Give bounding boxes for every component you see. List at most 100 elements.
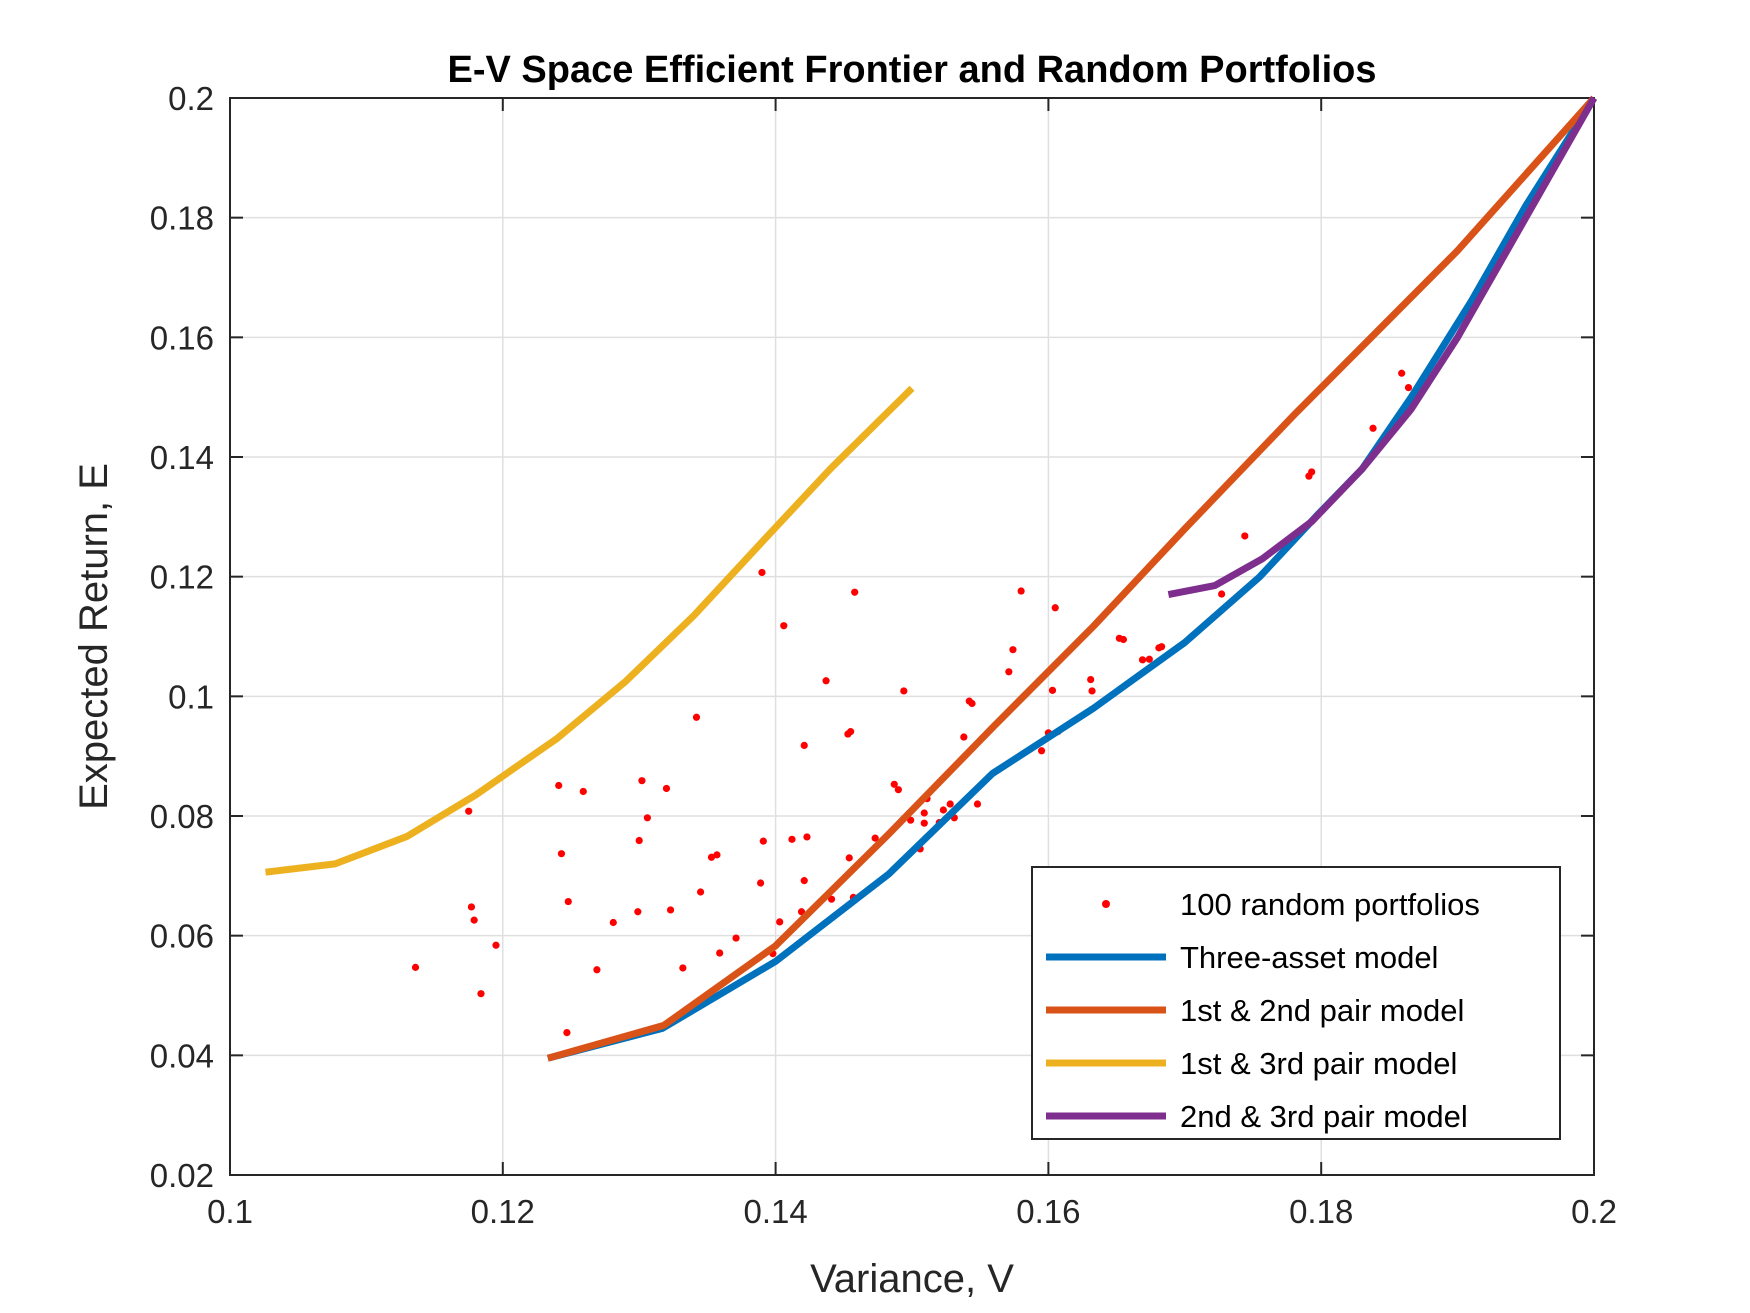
scatter-point bbox=[1398, 369, 1406, 377]
x-tick-label: 0.1 bbox=[207, 1193, 253, 1230]
x-tick-label: 0.2 bbox=[1571, 1193, 1617, 1230]
scatter-point bbox=[871, 834, 879, 842]
scatter-point bbox=[696, 888, 705, 896]
scatter-point bbox=[492, 941, 500, 949]
grid bbox=[229, 97, 1595, 1176]
legend-entry-label: 2nd & 3rd pair model bbox=[1180, 1099, 1468, 1134]
scatter-point bbox=[780, 622, 788, 630]
scatter-point bbox=[1009, 646, 1017, 654]
y-axis-label: Expected Return, E bbox=[72, 463, 116, 810]
scatter-point bbox=[1051, 604, 1059, 612]
line-series-three-asset-model bbox=[546, 96, 1597, 1062]
scatter-point bbox=[1241, 532, 1249, 540]
scatter-point bbox=[822, 677, 830, 685]
y-tick-label: 0.06 bbox=[150, 918, 214, 955]
scatter-point bbox=[1005, 668, 1013, 676]
scatter-point bbox=[1369, 424, 1377, 432]
scatter-point bbox=[939, 806, 947, 814]
scatter-point bbox=[1145, 655, 1153, 663]
scatter-point bbox=[593, 966, 601, 974]
y-tick-label: 0.14 bbox=[150, 439, 214, 476]
scatter-point bbox=[557, 850, 566, 858]
legend-entry-label: Three-asset model bbox=[1180, 940, 1438, 975]
scatter-series-100-random-portfolios bbox=[411, 369, 1413, 1037]
line-series-1st-2nd-pair-model bbox=[546, 95, 1597, 1062]
scatter-point bbox=[1158, 643, 1166, 651]
legend-box bbox=[1031, 866, 1561, 1140]
y-tick-label: 0.1 bbox=[168, 678, 214, 715]
chart-title: E-V Space Efficient Frontier and Random … bbox=[448, 49, 1377, 91]
x-tick-label: 0.12 bbox=[471, 1193, 535, 1230]
x-tick-label: 0.16 bbox=[1016, 1193, 1080, 1230]
scatter-point bbox=[643, 814, 651, 822]
y-tick-label: 0.16 bbox=[150, 319, 214, 356]
plot-area-frame bbox=[229, 97, 1595, 1176]
legend: 100 random portfolios Three-asset model 1s… bbox=[1031, 866, 1561, 1140]
scatter-point bbox=[666, 906, 675, 914]
scatter-point bbox=[1119, 635, 1128, 644]
scatter-point bbox=[968, 699, 976, 708]
scatter-point bbox=[1088, 687, 1096, 695]
scatter-point bbox=[1087, 675, 1095, 684]
scatter-point bbox=[707, 853, 716, 861]
scatter-point bbox=[851, 588, 859, 596]
scatter-point bbox=[679, 964, 687, 972]
scatter-point bbox=[845, 854, 853, 862]
y-tick-label: 0.2 bbox=[168, 80, 214, 117]
legend-marker-scatter bbox=[1102, 900, 1110, 908]
x-axis-label: Variance, V bbox=[810, 1257, 1014, 1301]
scatter-point bbox=[920, 819, 928, 827]
legend-entry-label: 1st & 3rd pair model bbox=[1180, 1046, 1457, 1081]
scatter-point bbox=[1218, 590, 1226, 598]
y-tick-label: 0.18 bbox=[150, 200, 214, 237]
line-series-2nd-3rd-pair-model bbox=[1167, 96, 1598, 599]
line-series-1st-3rd-pair-model bbox=[265, 385, 915, 876]
scatter-point bbox=[960, 733, 968, 741]
scatter-point bbox=[1138, 656, 1147, 664]
y-tick-label: 0.02 bbox=[150, 1157, 214, 1194]
y-tick-label: 0.12 bbox=[150, 559, 214, 596]
scatter-point bbox=[713, 851, 721, 859]
scatter-point bbox=[800, 877, 808, 885]
scatter-point bbox=[803, 833, 811, 841]
scatter-point bbox=[758, 568, 766, 577]
scatter-point bbox=[890, 780, 898, 788]
scatter-point bbox=[555, 781, 563, 790]
scatter-point bbox=[894, 786, 902, 794]
scatter-point bbox=[759, 837, 767, 845]
y-tick-label: 0.08 bbox=[150, 798, 214, 835]
x-tick-label: 0.14 bbox=[743, 1193, 807, 1230]
scatter-point bbox=[1017, 587, 1025, 595]
scatter-point bbox=[756, 879, 765, 887]
legend-entry-label: 1st & 2nd pair model bbox=[1180, 993, 1464, 1028]
scatter-point bbox=[692, 713, 701, 721]
scatter-point bbox=[800, 741, 808, 749]
y-tick-label: 0.04 bbox=[150, 1037, 214, 1074]
series-layer bbox=[265, 95, 1598, 1062]
scatter-point bbox=[477, 990, 485, 998]
scatter-point bbox=[467, 903, 476, 911]
x-tick-label: 0.18 bbox=[1289, 1193, 1353, 1230]
scatter-point bbox=[609, 918, 617, 927]
scatter-point bbox=[634, 908, 642, 916]
scatter-point bbox=[662, 784, 671, 793]
scatter-point bbox=[920, 809, 928, 817]
scatter-point bbox=[1308, 468, 1316, 476]
scatter-point bbox=[1037, 747, 1046, 755]
legend-entry-label: 100 random portfolios bbox=[1180, 887, 1480, 922]
scatter-point bbox=[946, 800, 954, 808]
scatter-point bbox=[776, 918, 784, 926]
axis-ticks: 0.1 0.12 0.14 0.16 0.18 0.2 0.02 0.04 0.06 0.08 0.… bbox=[150, 80, 1617, 1230]
scatter-point bbox=[465, 807, 473, 815]
scatter-point bbox=[1048, 686, 1057, 694]
scatter-point bbox=[847, 728, 855, 736]
scatter-point bbox=[1404, 383, 1413, 392]
scatter-point bbox=[635, 836, 643, 845]
scatter-point bbox=[638, 777, 646, 785]
scatter-point bbox=[788, 835, 796, 843]
scatter-point bbox=[716, 949, 724, 957]
scatter-point bbox=[973, 800, 982, 808]
scatter-point bbox=[732, 934, 740, 942]
